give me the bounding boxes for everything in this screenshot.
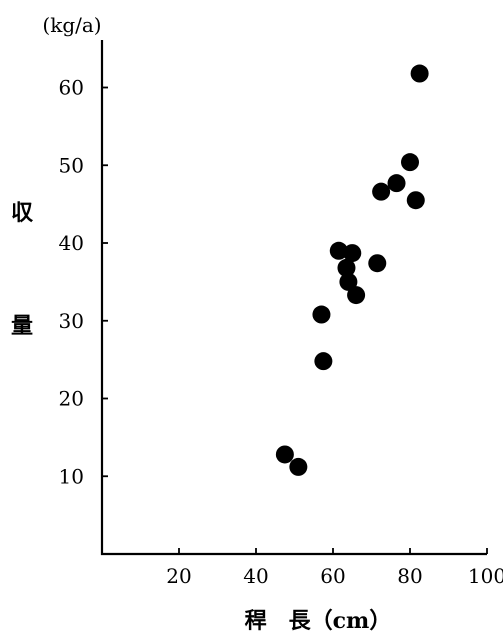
y-tick-label: 10 <box>59 464 84 488</box>
x-tick-label: 80 <box>397 564 422 588</box>
y-tick-label: 50 <box>59 153 84 177</box>
x-tick-label: 20 <box>166 564 191 588</box>
x-tick-label: 60 <box>320 564 345 588</box>
data-point <box>339 272 358 291</box>
data-point <box>372 182 391 201</box>
x-tick-label: 100 <box>468 564 503 588</box>
x-axis-title: 稈 長（cm） <box>245 608 392 634</box>
y-axis-unit: (kg/a) <box>42 13 101 37</box>
y-tick-label: 30 <box>59 309 84 333</box>
axis-frame <box>100 40 487 556</box>
data-point <box>368 254 387 273</box>
data-point <box>314 352 333 371</box>
data-point <box>329 241 348 260</box>
y-tick-label: 40 <box>59 231 84 255</box>
data-point <box>289 457 308 476</box>
data-point <box>312 305 331 324</box>
data-point <box>406 191 425 210</box>
data-point <box>337 258 356 277</box>
y-axis-title-char-2: 量 <box>11 313 33 339</box>
y-axis-title-char-1: 収 <box>11 200 34 226</box>
data-point <box>410 64 429 83</box>
data-point <box>387 174 406 193</box>
y-tick-label: 20 <box>59 387 84 411</box>
y-tick-label: 60 <box>59 76 84 100</box>
x-tick-label: 40 <box>243 564 268 588</box>
data-point <box>343 244 362 263</box>
axis-ticks: 20 40 60 80 100 10 20 30 40 50 60 <box>59 76 503 589</box>
data-point <box>347 286 366 305</box>
data-point <box>275 445 294 464</box>
data-points <box>275 64 429 476</box>
data-point <box>401 153 419 172</box>
